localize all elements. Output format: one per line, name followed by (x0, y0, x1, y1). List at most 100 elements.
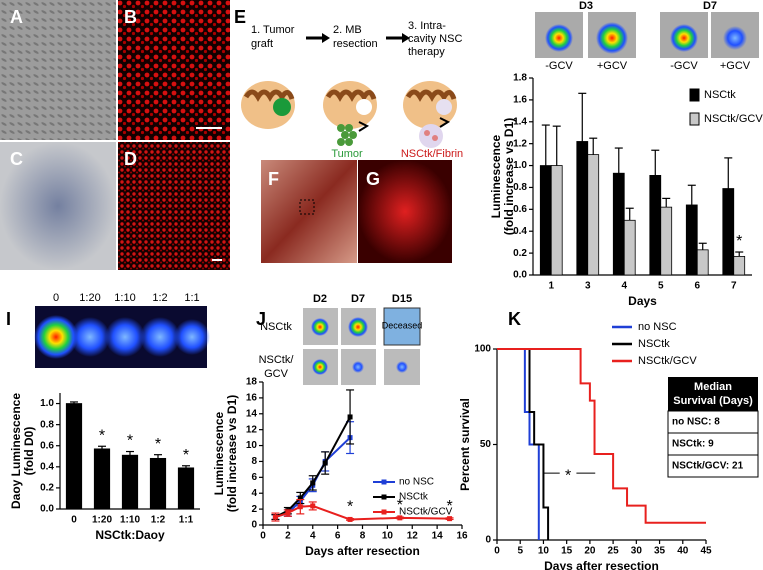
bar (177, 467, 195, 510)
table-cell: NSCtk: 9 (672, 439, 714, 450)
table-header: Median (694, 381, 732, 393)
y-tick-label: 1.8 (513, 73, 527, 84)
image-column: 1:2 (152, 292, 167, 304)
photo (261, 160, 357, 263)
legend-label: NSCtk/GCV (704, 113, 763, 125)
legend-label: NSCtk/GCV (638, 355, 697, 367)
x-tick-label: 0 (494, 546, 500, 557)
panel-label: E (234, 7, 246, 27)
marker (447, 516, 453, 522)
legend-swatch (689, 112, 700, 126)
step-label: resection (333, 38, 378, 50)
y-tick-label: 0.0 (513, 270, 527, 281)
bar (576, 141, 589, 276)
significance: * (127, 433, 133, 450)
y-tick-label: 8 (251, 456, 257, 467)
y-tick-label: 0.2 (513, 248, 527, 259)
image-condition: +GCV (597, 60, 628, 72)
y-tick-label: 0.6 (513, 204, 527, 215)
y-tick-label: 2 (251, 504, 257, 515)
x-tick-label: 4 (310, 531, 316, 542)
legend-label: NSCtk (704, 89, 736, 101)
y-tick-label: 1.6 (513, 95, 527, 106)
micrograph (0, 0, 116, 140)
panel-label: C (10, 149, 23, 169)
panel-label: B (124, 7, 137, 27)
x-tick-label: 2 (285, 531, 291, 542)
legend-marker (381, 509, 387, 515)
significance: * (565, 467, 571, 484)
y-tick-label: 10 (246, 440, 258, 451)
bar (539, 165, 552, 276)
image-column: 1:1 (184, 292, 199, 304)
bar (649, 175, 662, 276)
micrograph (118, 0, 230, 140)
x-tick-label: 0 (71, 515, 77, 526)
bar (121, 454, 139, 510)
y-tick-label: 1.0 (513, 160, 527, 171)
x-axis-title: Days after resection (305, 544, 420, 558)
y-tick-label: 1.4 (513, 116, 527, 127)
imaging (303, 307, 421, 385)
x-axis-title: Days (628, 294, 657, 308)
panel-label: F (268, 169, 279, 189)
bar (550, 165, 563, 276)
deceased-label: Deceased (382, 320, 423, 330)
step-label: 2. MB (333, 24, 362, 36)
x-tick-label: 45 (700, 546, 712, 557)
significance: * (99, 427, 105, 444)
marker (297, 504, 303, 510)
marker (347, 414, 353, 420)
image-column: 1:20 (79, 292, 100, 304)
survival-curve (497, 348, 540, 540)
y-tick-label: 16 (246, 393, 258, 404)
y-axis-title: Luminescence (489, 134, 503, 218)
y-tick-label: 0.6 (40, 440, 54, 451)
x-tick-label: 1:1 (179, 515, 194, 526)
table-cell: NSCtk/GCV: 21 (672, 461, 744, 472)
imaging (34, 306, 210, 368)
x-tick-label: 7 (731, 281, 737, 292)
y-axis-title: (fold increase vs D1) (502, 118, 516, 235)
step-label: therapy (408, 46, 445, 58)
legend-label: no NSC (399, 477, 434, 488)
y-tick-label: 0.0 (40, 504, 54, 515)
x-tick-label: 25 (608, 546, 620, 557)
significance: * (155, 436, 161, 453)
x-tick-label: 16 (456, 531, 468, 542)
y-tick-label: 0.2 (40, 483, 54, 494)
x-tick-label: 40 (677, 546, 689, 557)
y-tick-label: 4 (251, 488, 257, 499)
image-column: D15 (392, 293, 412, 305)
marker (310, 480, 316, 486)
y-tick-label: 12 (246, 424, 258, 435)
y-tick-label: 1.0 (40, 398, 54, 409)
x-tick-label: 20 (584, 546, 596, 557)
x-tick-label: 0 (260, 531, 266, 542)
survival-curve (497, 348, 706, 524)
x-tick-label: 1:10 (120, 515, 140, 526)
y-axis-title: Luminescence (212, 411, 226, 495)
x-tick-label: 12 (407, 531, 419, 542)
x-tick-label: 35 (654, 546, 666, 557)
x-tick-label: 4 (621, 281, 627, 292)
significance: * (397, 497, 403, 514)
step-label: graft (251, 38, 273, 50)
marker (322, 460, 328, 466)
image-column: 0 (53, 292, 59, 304)
y-tick-label: 0.8 (40, 419, 54, 430)
y-tick-label: 0.4 (513, 226, 527, 237)
x-tick-label: 15 (561, 546, 573, 557)
y-axis-title: Daoy Luminescence (9, 393, 23, 509)
x-tick-label: 8 (360, 531, 366, 542)
bar (65, 403, 83, 510)
survival-table (667, 377, 759, 478)
legend-marker (381, 494, 387, 500)
image-row: NSCtk (260, 321, 292, 333)
legend-swatch (689, 88, 700, 102)
bar (587, 154, 600, 276)
y-tick-label: 14 (246, 408, 258, 419)
x-axis-title: NSCtk:Daoy (95, 528, 165, 542)
bar (685, 204, 698, 276)
image-condition: -GCV (545, 60, 573, 72)
